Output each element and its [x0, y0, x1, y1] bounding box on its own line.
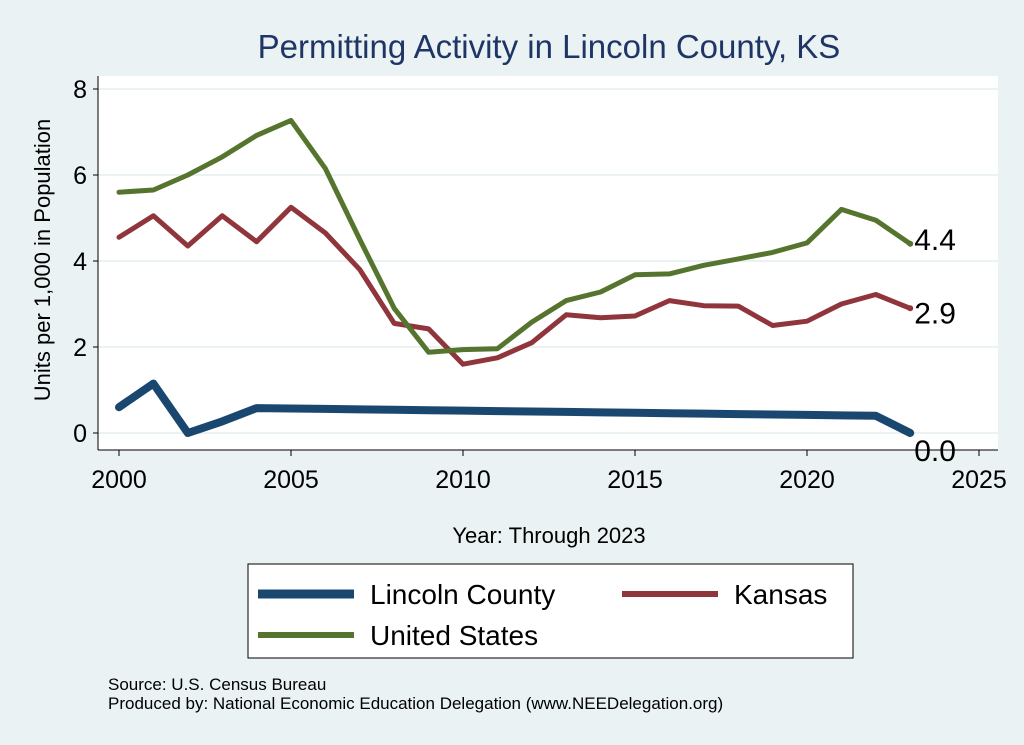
y-tick-label: 2: [73, 334, 87, 362]
series-line-lincoln-county: [115, 379, 915, 437]
end-marker-lincoln-county: [907, 430, 914, 436]
x-tick-label: 2005: [263, 466, 319, 494]
end-label-lincoln-county: 0.0: [914, 435, 956, 468]
end-labels: 0.0 2.9 4.4: [907, 224, 956, 468]
y-tick-label: 8: [73, 76, 87, 104]
x-tick-label: 2025: [951, 466, 1007, 494]
end-label-united-states: 4.4: [914, 224, 956, 257]
x-tick-label: 2015: [607, 466, 663, 494]
gridlines: [98, 88, 998, 434]
legend-label-united-states: United States: [370, 620, 538, 651]
plot-area: [98, 76, 998, 450]
end-label-kansas: 2.9: [914, 297, 956, 330]
y-tick-label: 4: [73, 248, 87, 276]
legend-label-lincoln-county: Lincoln County: [370, 579, 555, 610]
legend: Lincoln County Kansas United States: [258, 579, 827, 651]
legend-box: [247, 563, 854, 659]
series-lines: [115, 117, 915, 437]
end-marker-united-states: [907, 240, 914, 247]
produced-by-note: Produced by: National Economic Education…: [108, 694, 723, 713]
x-tick-label: 2010: [435, 466, 491, 494]
series-line-kansas: [116, 204, 913, 367]
source-note: Source: U.S. Census Bureau: [108, 675, 326, 694]
y-axis-label: Units per 1,000 in Population: [30, 119, 55, 402]
series-line-united-states: [116, 117, 913, 355]
y-tick-label: 0: [73, 420, 87, 448]
x-axis-label: Year: Through 2023: [452, 523, 645, 548]
end-marker-kansas: [907, 305, 914, 312]
axes: 0 2 4 6 8 2000 2005 2010 2015 2020 2025: [73, 76, 1007, 494]
x-tick-label: 2020: [779, 466, 835, 494]
chart-title: Permitting Activity in Lincoln County, K…: [258, 28, 841, 65]
y-tick-label: 6: [73, 162, 87, 190]
legend-label-kansas: Kansas: [734, 579, 827, 610]
x-tick-label: 2000: [91, 466, 147, 494]
